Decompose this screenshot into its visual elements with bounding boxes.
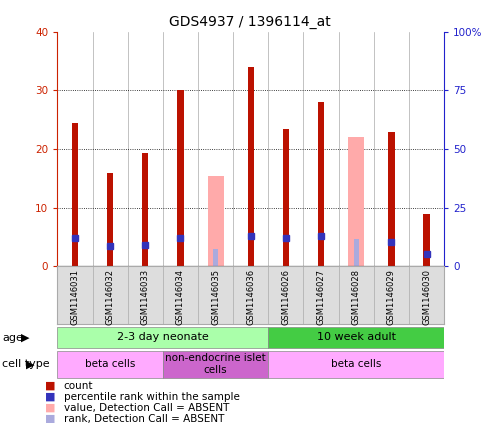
Text: GSM1146035: GSM1146035	[211, 269, 220, 325]
Bar	[107, 173, 113, 266]
Text: percentile rank within the sample: percentile rank within the sample	[64, 392, 240, 402]
Text: GSM1146036: GSM1146036	[246, 269, 255, 325]
Text: beta cells: beta cells	[85, 359, 135, 369]
Bar	[388, 132, 395, 266]
Text: non-endocrine islet
cells: non-endocrine islet cells	[165, 353, 266, 375]
Text: GSM1146026: GSM1146026	[281, 269, 290, 325]
Text: GSM1146029: GSM1146029	[387, 269, 396, 325]
Bar	[142, 153, 148, 266]
Text: count: count	[64, 381, 93, 391]
Text: ■: ■	[45, 414, 55, 423]
Bar	[248, 67, 254, 266]
Text: GSM1146027: GSM1146027	[316, 269, 325, 325]
Text: beta cells: beta cells	[331, 359, 381, 369]
FancyBboxPatch shape	[268, 351, 444, 378]
Text: GSM1146028: GSM1146028	[352, 269, 361, 325]
Text: ■: ■	[45, 392, 55, 402]
Text: GSM1146034: GSM1146034	[176, 269, 185, 325]
Text: GSM1146031: GSM1146031	[70, 269, 79, 325]
Text: 10 week adult: 10 week adult	[317, 332, 396, 342]
Text: GSM1146032: GSM1146032	[106, 269, 115, 325]
Bar	[354, 239, 359, 266]
FancyBboxPatch shape	[163, 351, 268, 378]
Text: 2-3 day neonate: 2-3 day neonate	[117, 332, 209, 342]
Text: ■: ■	[45, 381, 55, 391]
FancyBboxPatch shape	[268, 327, 444, 348]
Bar	[213, 249, 218, 266]
Text: ▶: ▶	[21, 332, 30, 343]
FancyBboxPatch shape	[57, 327, 268, 348]
Text: ■: ■	[45, 403, 55, 413]
Bar	[208, 176, 224, 266]
Text: cell type: cell type	[2, 359, 50, 369]
Text: ▶: ▶	[26, 359, 35, 369]
FancyBboxPatch shape	[57, 351, 163, 378]
Text: GSM1146033: GSM1146033	[141, 269, 150, 325]
Bar	[177, 91, 184, 266]
Bar	[348, 137, 364, 266]
Text: value, Detection Call = ABSENT: value, Detection Call = ABSENT	[64, 403, 229, 413]
Bar	[423, 214, 430, 266]
Bar	[72, 123, 78, 266]
Text: GSM1146030: GSM1146030	[422, 269, 431, 325]
Text: age: age	[2, 332, 23, 343]
Text: rank, Detection Call = ABSENT: rank, Detection Call = ABSENT	[64, 414, 224, 423]
Text: GDS4937 / 1396114_at: GDS4937 / 1396114_at	[169, 15, 330, 29]
Bar	[283, 129, 289, 266]
Bar	[318, 102, 324, 266]
